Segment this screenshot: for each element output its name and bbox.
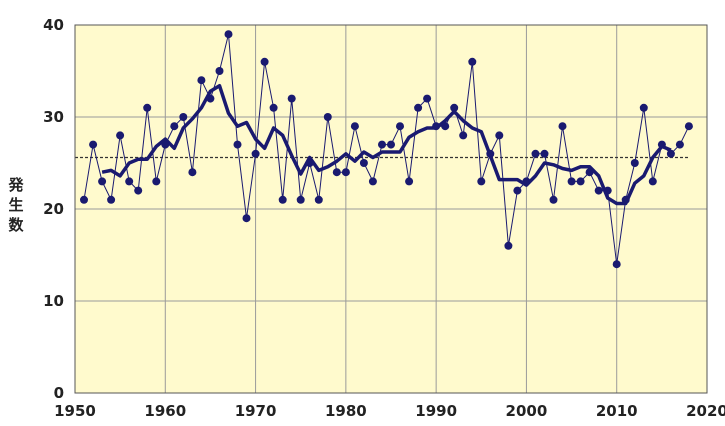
data-point bbox=[98, 177, 107, 186]
data-point bbox=[666, 149, 675, 158]
data-point bbox=[594, 186, 603, 195]
data-point bbox=[260, 57, 269, 66]
data-point bbox=[522, 177, 531, 186]
data-point bbox=[116, 131, 125, 140]
y-axis-ticks: 0 10 20 30 40 bbox=[43, 16, 64, 402]
data-point bbox=[350, 122, 359, 131]
data-point bbox=[513, 186, 522, 195]
data-point bbox=[80, 195, 88, 204]
data-point bbox=[206, 94, 215, 103]
data-point bbox=[134, 186, 143, 195]
data-point bbox=[567, 177, 576, 186]
data-point bbox=[468, 57, 477, 66]
data-point bbox=[531, 149, 540, 158]
data-point bbox=[630, 159, 639, 167]
data-point bbox=[405, 177, 414, 186]
data-point bbox=[323, 113, 332, 121]
data-point bbox=[296, 195, 305, 204]
data-point bbox=[332, 168, 341, 177]
x-tick-label: 1980 bbox=[325, 402, 367, 420]
data-point bbox=[684, 122, 693, 131]
y-tick-label: 10 bbox=[43, 292, 64, 310]
x-tick-label: 1960 bbox=[144, 402, 186, 420]
y-tick-label: 0 bbox=[54, 384, 64, 402]
data-point bbox=[233, 140, 242, 149]
annual-markers bbox=[80, 30, 693, 269]
data-point bbox=[396, 122, 404, 131]
x-tick-label: 2010 bbox=[596, 402, 638, 420]
data-point bbox=[161, 140, 170, 149]
data-point bbox=[89, 140, 98, 149]
data-point bbox=[495, 131, 504, 140]
plot-border bbox=[74, 24, 708, 394]
data-point bbox=[125, 177, 134, 186]
data-point bbox=[603, 186, 612, 195]
data-point bbox=[414, 103, 423, 112]
data-point bbox=[224, 30, 233, 39]
data-point bbox=[314, 195, 323, 204]
data-point bbox=[107, 195, 116, 204]
y-axis-label: 発生数 bbox=[7, 176, 24, 234]
data-point bbox=[612, 260, 621, 269]
data-point bbox=[378, 140, 386, 149]
data-point bbox=[459, 131, 468, 140]
data-point bbox=[152, 177, 161, 186]
y-axis-label-text: 発生数 bbox=[7, 176, 24, 234]
data-point bbox=[432, 122, 441, 131]
data-point bbox=[287, 94, 296, 103]
x-tick-label: 1950 bbox=[54, 402, 96, 420]
x-tick-label: 2000 bbox=[506, 402, 548, 420]
data-point bbox=[269, 103, 278, 112]
data-point bbox=[170, 122, 179, 131]
data-point bbox=[341, 168, 350, 177]
data-point bbox=[675, 140, 684, 149]
x-tick-label: 1970 bbox=[235, 402, 277, 420]
moving-average-line bbox=[101, 83, 672, 206]
data-point bbox=[368, 177, 377, 186]
data-point bbox=[549, 195, 558, 204]
x-tick-label: 2020 bbox=[686, 402, 725, 420]
data-point bbox=[305, 159, 314, 167]
data-point bbox=[450, 103, 459, 112]
y-tick-label: 40 bbox=[43, 16, 64, 34]
data-point bbox=[143, 103, 152, 112]
data-point bbox=[278, 195, 287, 204]
data-point bbox=[215, 67, 224, 75]
data-point bbox=[251, 149, 260, 158]
data-point bbox=[423, 94, 432, 103]
data-point bbox=[639, 103, 648, 112]
data-point bbox=[477, 177, 486, 186]
data-point bbox=[621, 195, 630, 204]
y-tick-label: 30 bbox=[43, 108, 64, 126]
data-point bbox=[197, 76, 206, 85]
data-point bbox=[576, 177, 585, 186]
data-point bbox=[648, 177, 657, 186]
data-point bbox=[540, 149, 549, 158]
data-point bbox=[242, 214, 251, 223]
data-point bbox=[657, 140, 666, 149]
data-point bbox=[558, 122, 567, 131]
data-point bbox=[387, 140, 395, 149]
data-point bbox=[486, 149, 495, 158]
data-point bbox=[359, 159, 368, 167]
x-tick-label: 1990 bbox=[415, 402, 457, 420]
data-point bbox=[585, 168, 594, 177]
y-tick-label: 20 bbox=[43, 200, 64, 218]
x-axis-ticks: 1950 1960 1970 1980 1990 2000 2010 2020 bbox=[54, 402, 725, 420]
data-point bbox=[179, 113, 188, 121]
data-point bbox=[441, 122, 450, 131]
data-point bbox=[504, 241, 513, 250]
data-point bbox=[188, 168, 197, 177]
